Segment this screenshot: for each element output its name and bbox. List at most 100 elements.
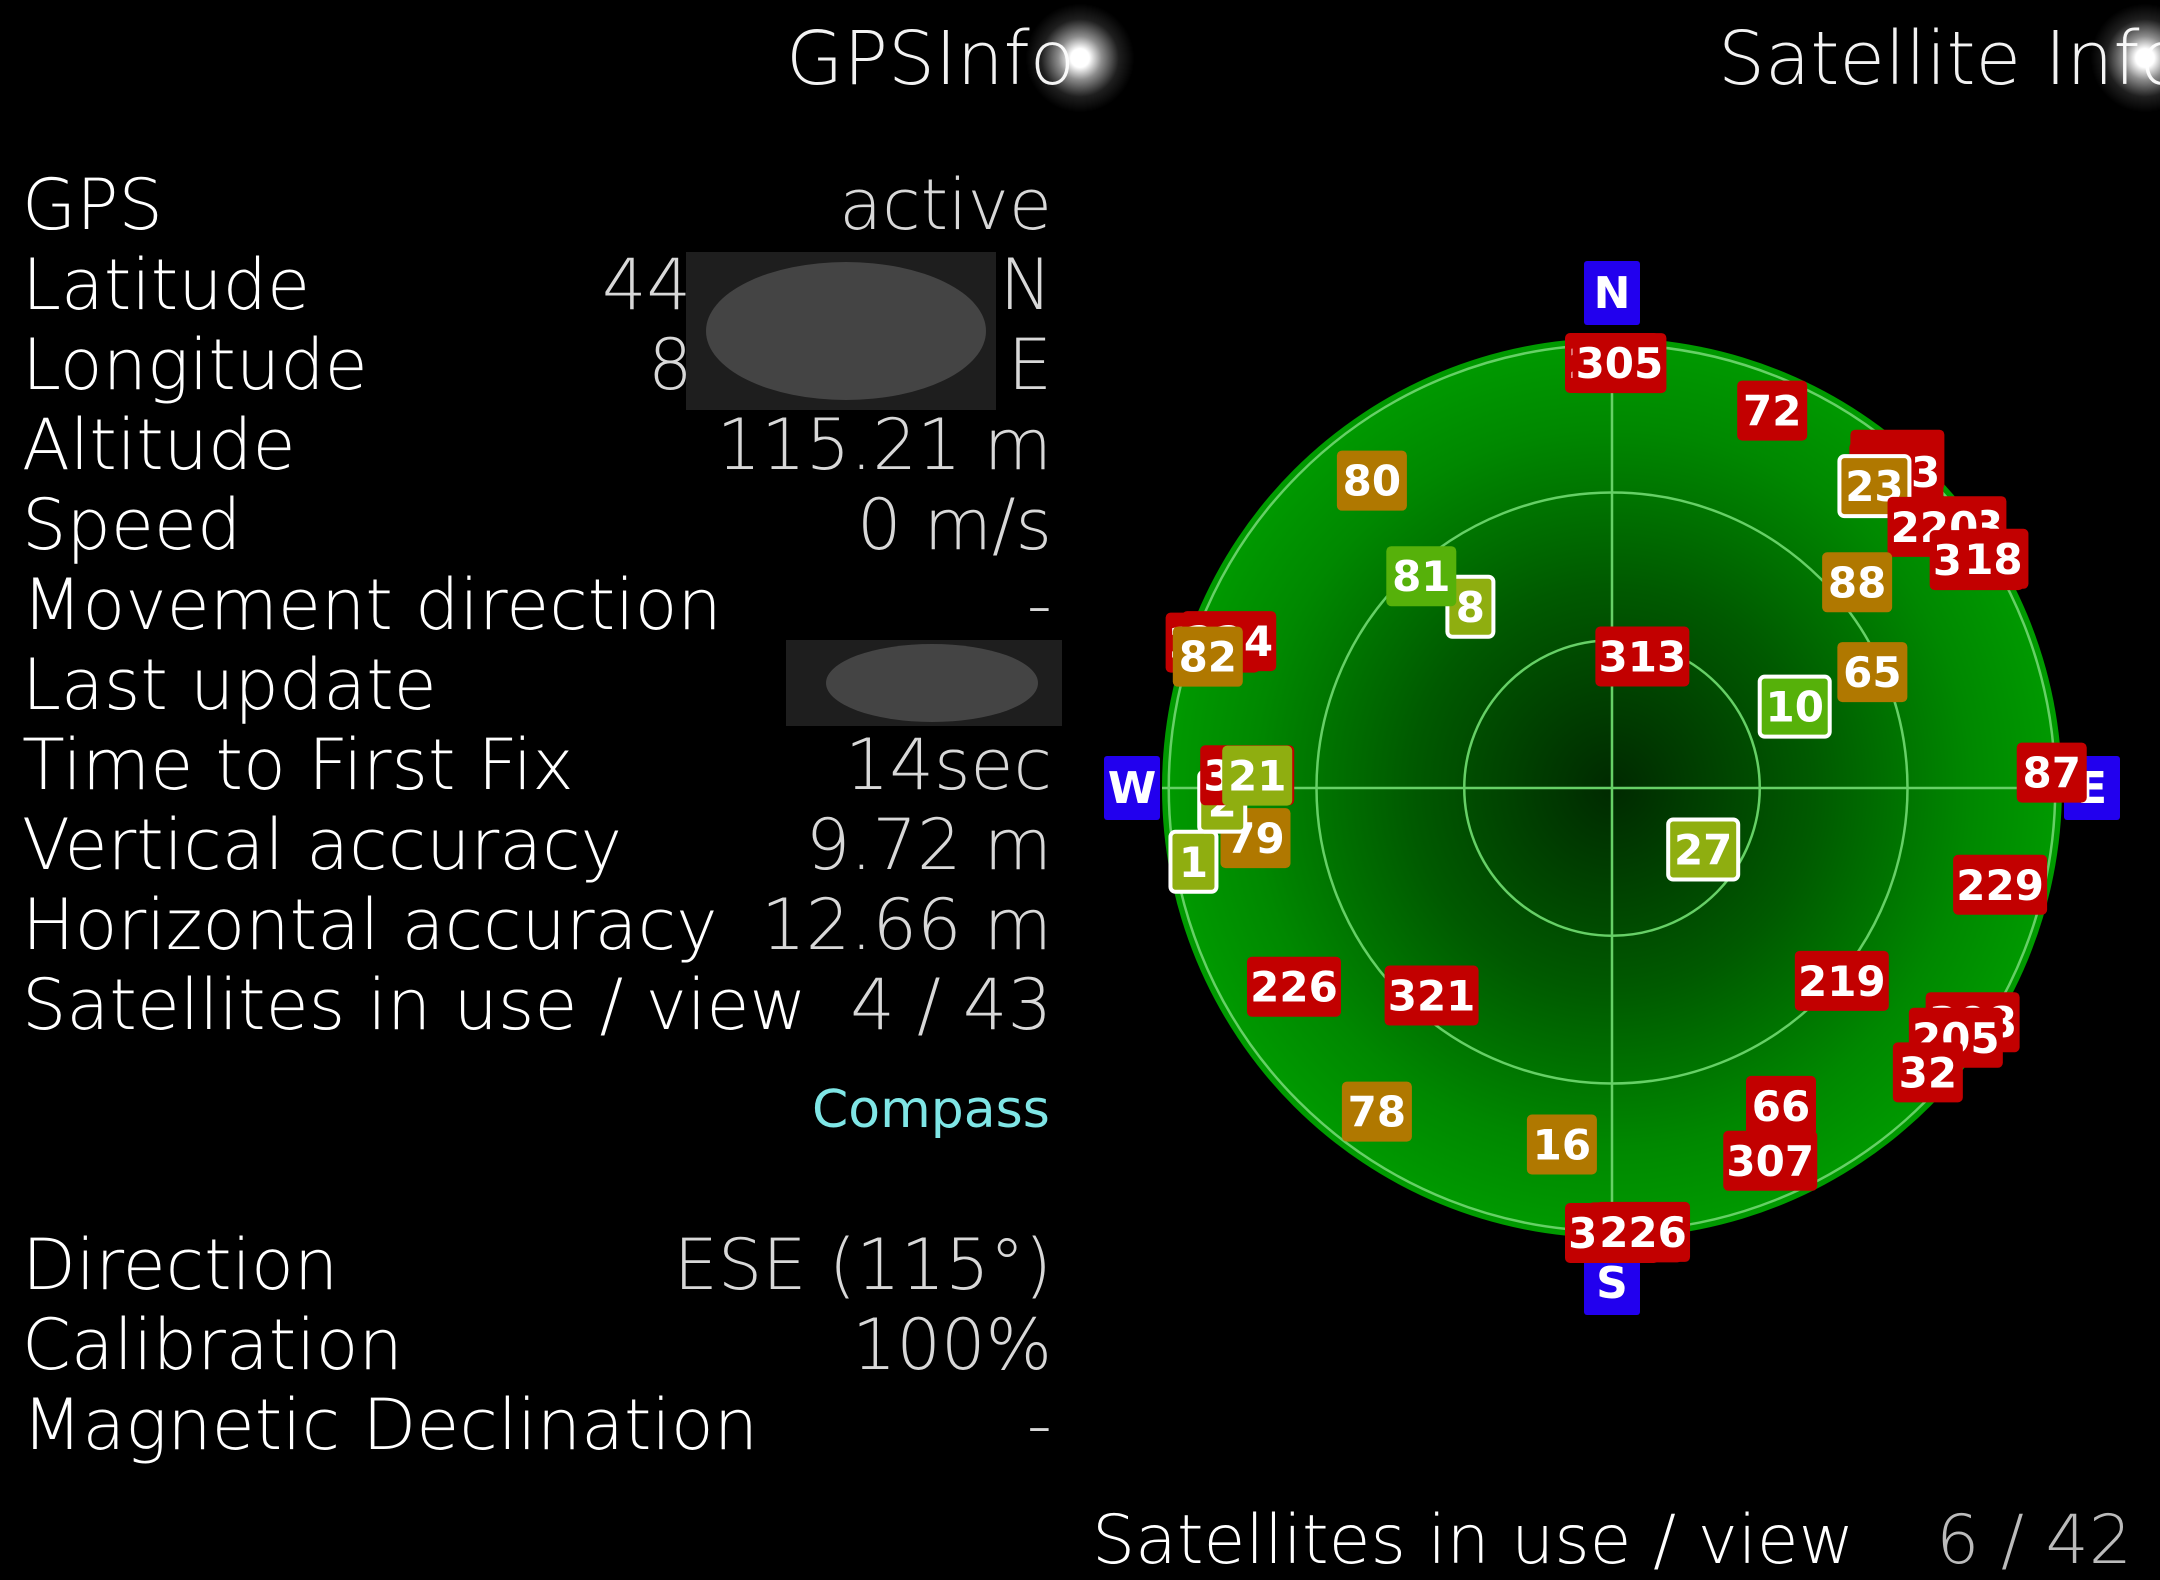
- satellite-8[interactable]: 8: [1445, 574, 1496, 639]
- row-label: GPS: [22, 164, 163, 246]
- cardinal-label: S: [1596, 1258, 1628, 1309]
- row-altitude: Altitude 115.21 m: [22, 405, 1052, 485]
- satellite-box: [1341, 1081, 1412, 1142]
- satellite-id: 72: [1743, 387, 1801, 436]
- satellite-box: [1222, 745, 1293, 806]
- satellite-id: 78: [1348, 1088, 1406, 1137]
- row-label: Longitude: [22, 324, 368, 406]
- satellite-box: [1746, 1075, 1817, 1136]
- row-horizontal-accuracy: Horizontal accuracy 12.66 m: [22, 885, 1052, 965]
- row-value: ESE (115°): [673, 1224, 1052, 1306]
- satellite-65[interactable]: 65: [1837, 642, 1908, 703]
- satellite-id: 87: [2023, 749, 2081, 798]
- satellite-305[interactable]: 305: [1572, 333, 1667, 394]
- satellite-10[interactable]: 10: [1757, 674, 1832, 739]
- satellite-box: [1595, 626, 1690, 687]
- row-value: 12.66 m: [761, 884, 1052, 966]
- satellite-id: 88: [1828, 558, 1886, 607]
- satellite-27[interactable]: 27: [1666, 817, 1741, 882]
- row-direction: Direction ESE (115°): [22, 1225, 1052, 1305]
- satellite-id: 81: [1392, 552, 1450, 601]
- row-label: Direction: [22, 1224, 339, 1306]
- satellite-box: [1737, 380, 1808, 441]
- satellite-313[interactable]: 313: [1595, 626, 1690, 687]
- row-value: -: [1026, 1384, 1052, 1466]
- satellite-id: 8: [1456, 583, 1485, 632]
- redacted-coordinates: [686, 252, 996, 410]
- latitude-hemisphere: N: [999, 244, 1052, 326]
- satellite-66[interactable]: 66: [1746, 1075, 1817, 1136]
- satellite-72[interactable]: 72: [1737, 380, 1808, 441]
- satellite-id: 305: [1576, 339, 1664, 388]
- row-label: Speed: [22, 484, 242, 566]
- satellite-id: 229: [1956, 861, 2044, 910]
- cardinal-n: N: [1584, 261, 1640, 325]
- row-label: Satellites in use / view: [22, 964, 807, 1046]
- satellite-box: [1526, 1114, 1597, 1175]
- row-label: Altitude: [22, 404, 296, 486]
- satellite-id: 66: [1752, 1082, 1810, 1131]
- row-label: Calibration: [22, 1304, 403, 1386]
- row-label: Horizontal accuracy: [22, 884, 718, 966]
- satellite-87[interactable]: 87: [2016, 742, 2087, 803]
- row-value: 4 / 43: [850, 964, 1052, 1046]
- row-speed: Speed 0 m/s: [22, 485, 1052, 565]
- satellite-1[interactable]: 1: [1168, 829, 1219, 894]
- satellite-82[interactable]: 82: [1172, 626, 1243, 687]
- row-value: 115.21 m: [716, 404, 1052, 486]
- satellite-info-title: Satellite Info: [1718, 16, 2160, 102]
- row-movement-direction: Movement direction -: [22, 565, 1052, 645]
- satellite-id: 82: [1179, 633, 1237, 682]
- satellite-226[interactable]: 226: [1596, 1201, 1691, 1262]
- satellite-box: [1892, 1042, 1963, 1103]
- cardinal-w: W: [1104, 756, 1160, 820]
- satellite-box: [1794, 950, 1889, 1011]
- row-value: 100%: [851, 1304, 1052, 1386]
- longitude-hemisphere: E: [1007, 324, 1052, 406]
- satellite-id: 307: [1726, 1137, 1814, 1186]
- compass-link[interactable]: Compass: [812, 1080, 1050, 1140]
- satellite-80[interactable]: 80: [1336, 450, 1407, 511]
- row-label: Last update: [22, 644, 437, 726]
- satellite-box: [1384, 965, 1479, 1026]
- satellite-81[interactable]: 81: [1386, 546, 1457, 607]
- satellite-box: [1596, 1201, 1691, 1262]
- satellite-18[interactable]: 18: [1958, 528, 2029, 589]
- satellite-id: 80: [1343, 457, 1401, 506]
- satellite-78[interactable]: 78: [1341, 1081, 1412, 1142]
- cardinal-s: S: [1584, 1251, 1640, 1315]
- satellite-88[interactable]: 88: [1822, 552, 1893, 613]
- satellite-id: 226: [1599, 1208, 1687, 1257]
- satellite-321[interactable]: 321: [1384, 965, 1479, 1026]
- satellite-box: [1666, 817, 1741, 882]
- satellite-226[interactable]: 226: [1246, 956, 1341, 1017]
- cardinal-label: N: [1594, 268, 1631, 319]
- row-value: active: [839, 164, 1052, 246]
- satellite-21[interactable]: 21: [1222, 745, 1293, 806]
- satellite-box: [1246, 956, 1341, 1017]
- satellite-box: [1336, 450, 1407, 511]
- satellite-box: [1572, 333, 1667, 394]
- satellite-box: [1386, 546, 1457, 607]
- satellite-229[interactable]: 229: [1953, 854, 2048, 915]
- satellite-id: 1: [1179, 838, 1208, 887]
- row-time-to-first-fix: Time to First Fix 14sec: [22, 725, 1052, 805]
- row-calibration: Calibration 100%: [22, 1305, 1052, 1385]
- row-label: Time to First Fix: [22, 724, 574, 806]
- row-label: Movement direction: [22, 564, 722, 646]
- row-value: 14sec: [844, 724, 1052, 806]
- row-magnetic-declination: Magnetic Declination -: [22, 1385, 1052, 1465]
- satellite-id: 226: [1250, 963, 1338, 1012]
- row-value: -: [1026, 564, 1052, 646]
- satellite-box: [1723, 1130, 1818, 1191]
- satellite-16[interactable]: 16: [1526, 1114, 1597, 1175]
- satellite-32[interactable]: 32: [1892, 1042, 1963, 1103]
- footer-label: Satellites in use / view: [1092, 1501, 1855, 1580]
- row-label: Vertical accuracy: [22, 804, 623, 886]
- satellite-219[interactable]: 219: [1794, 950, 1889, 1011]
- satellite-307[interactable]: 307: [1723, 1130, 1818, 1191]
- satellite-id: 32: [1899, 1048, 1957, 1097]
- satellite-id: 10: [1765, 683, 1823, 732]
- row-vertical-accuracy: Vertical accuracy 9.72 m: [22, 805, 1052, 885]
